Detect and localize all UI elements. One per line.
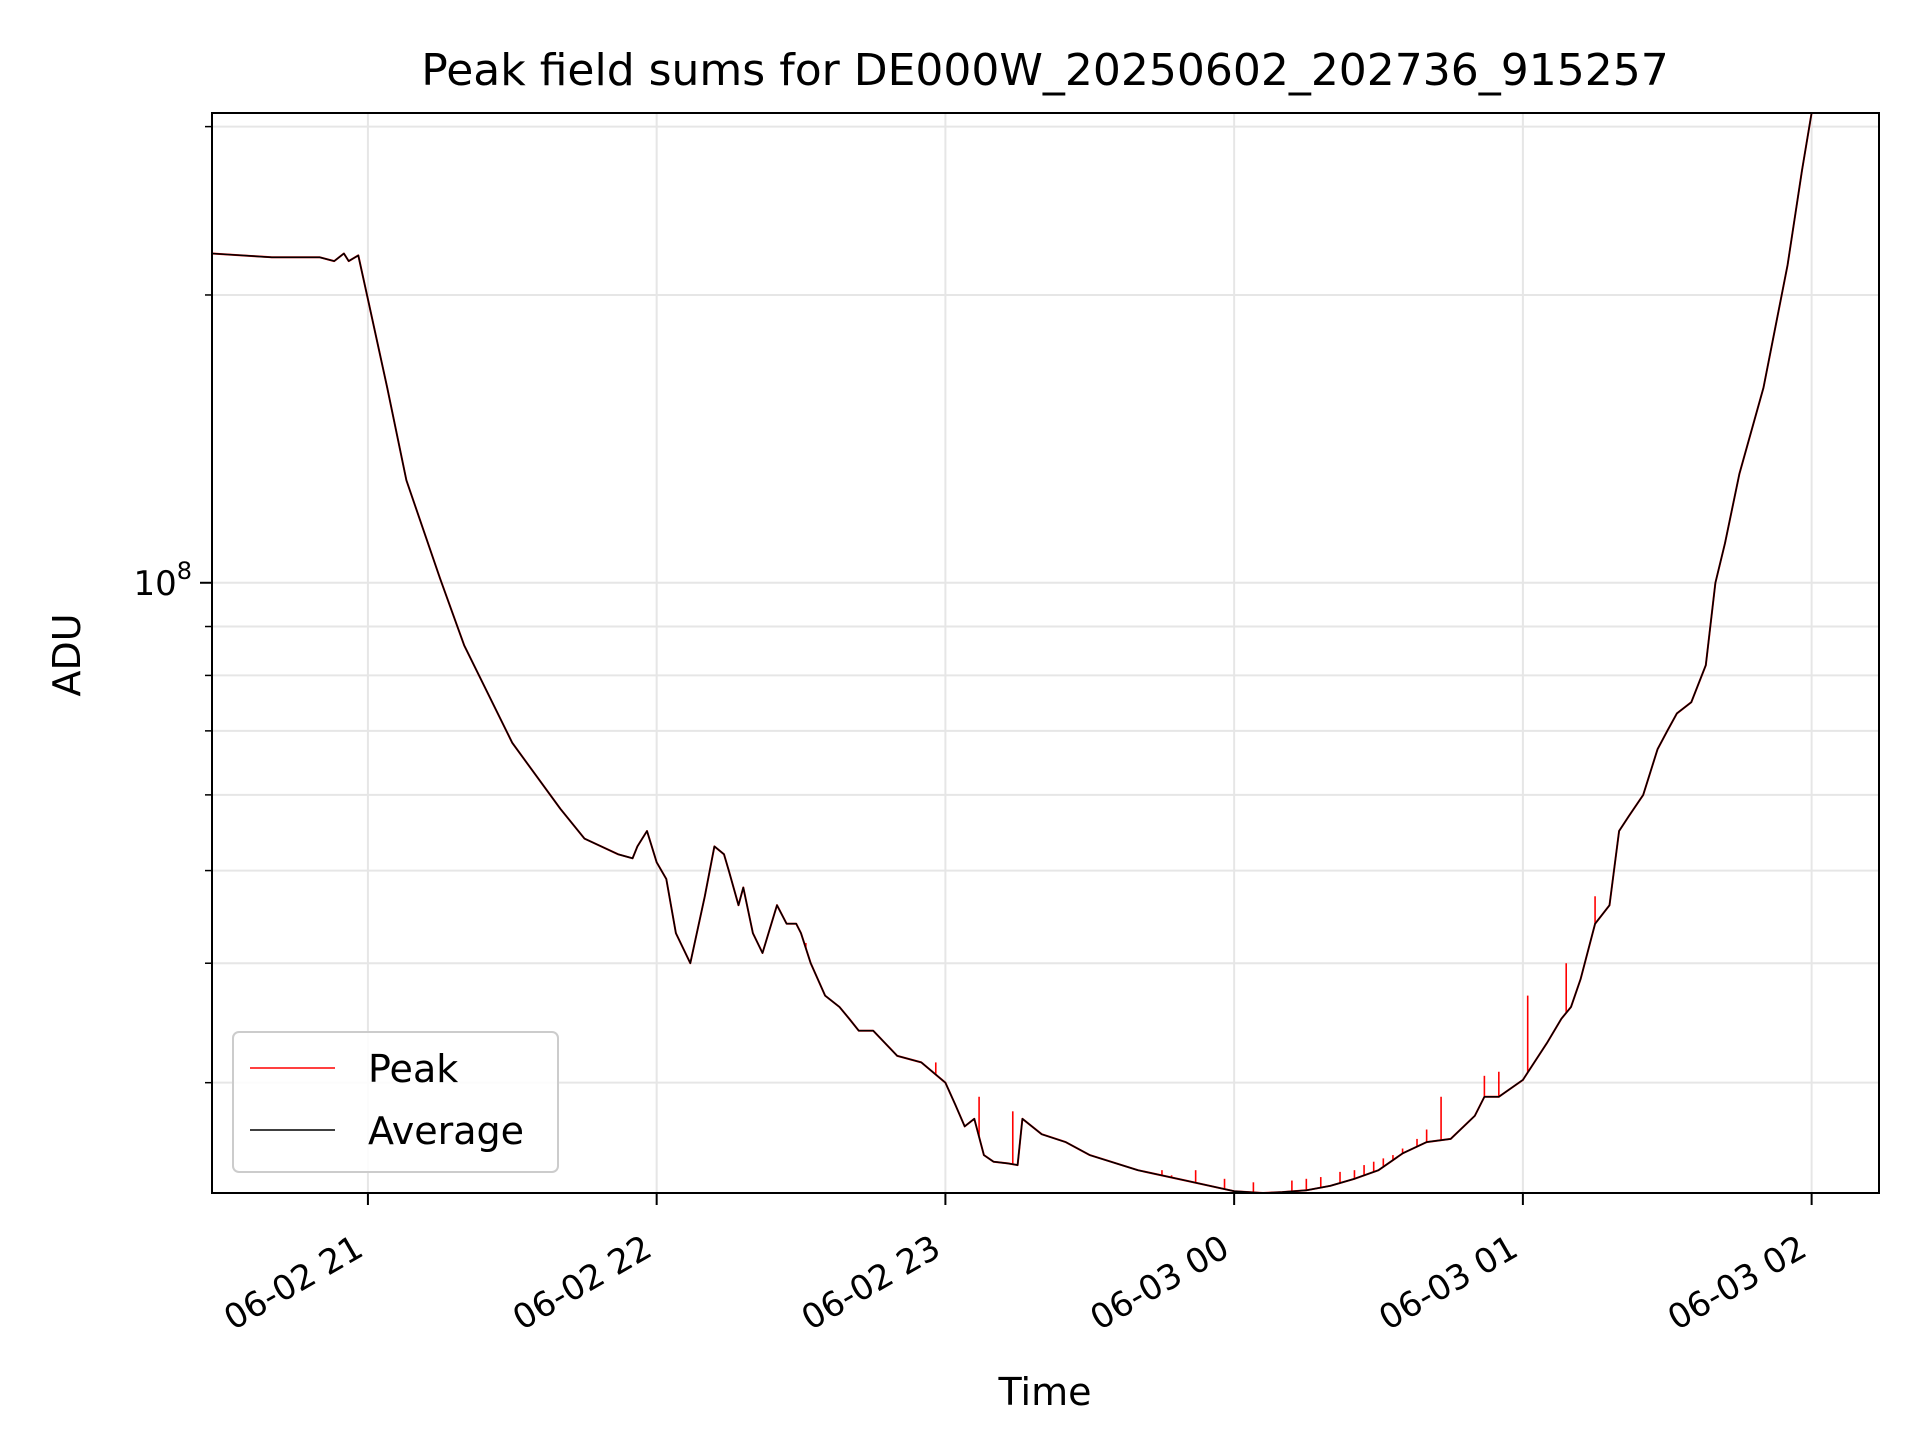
- legend: Peak Average: [232, 1031, 559, 1173]
- legend-box: [232, 1031, 559, 1173]
- chart-title: Peak field sums for DE000W_20250602_2027…: [421, 45, 1669, 96]
- y-tick-label: 108: [133, 557, 192, 604]
- series-line-average: [211, 112, 1813, 1194]
- legend-label-peak: Peak: [368, 1047, 458, 1091]
- grid-lines: [212, 113, 1879, 1193]
- y-axis: 108: [133, 125, 212, 1084]
- plot-series: [211, 112, 1813, 1194]
- plot-frame: [211, 112, 1880, 1194]
- legend-label-average: Average: [368, 1109, 524, 1153]
- y-axis-label: ADU: [45, 613, 89, 696]
- x-axis-label: Time: [998, 1370, 1092, 1414]
